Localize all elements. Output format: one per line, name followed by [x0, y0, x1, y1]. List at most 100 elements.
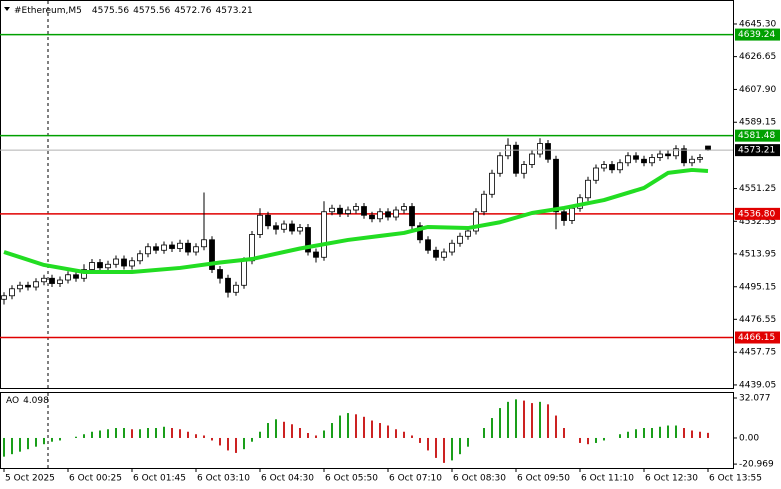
- candle-body: [225, 277, 231, 293]
- candle-body: [177, 242, 183, 249]
- candle-body: [9, 288, 15, 297]
- candle-body: [537, 143, 543, 155]
- candle-body: [689, 158, 695, 164]
- y-tick-label: 4645.30: [739, 19, 776, 29]
- candle-body: [105, 263, 111, 269]
- candle-body: [553, 158, 559, 213]
- ao-tick-label: 32.077: [739, 394, 771, 404]
- ao-tick-label: 0.00: [739, 433, 759, 443]
- x-tick-label: 6 Oct 12:30: [645, 474, 698, 484]
- candle-body: [385, 211, 391, 218]
- candle-body: [705, 145, 711, 151]
- candle-body: [633, 155, 639, 160]
- candle-body: [697, 157, 703, 160]
- candle-body: [561, 211, 567, 221]
- candle-body: [521, 164, 527, 174]
- candle-body: [57, 279, 63, 284]
- candle-body: [73, 274, 79, 279]
- ao-value: 4.098: [23, 396, 49, 406]
- close-value: 4573.21: [216, 6, 253, 16]
- level-tag: [735, 207, 780, 220]
- level-tag: [735, 28, 780, 41]
- candle-body: [369, 214, 375, 220]
- candle-body: [153, 246, 159, 251]
- level-tag: [735, 331, 780, 344]
- candle-body: [665, 153, 671, 157]
- candle-body: [457, 235, 463, 244]
- level-label: 4639.24: [738, 30, 775, 40]
- candle-body: [569, 207, 575, 221]
- level-tag: [735, 129, 780, 142]
- candle-body: [289, 223, 295, 232]
- x-tick-label: 6 Oct 03:10: [197, 474, 250, 484]
- candle-body: [489, 172, 495, 195]
- candle-body: [425, 239, 431, 251]
- plot: 4645.30 4626.65 4607.90 4589.15 4551.25 4532.…: [0, 19, 780, 484]
- y-tick-label: 4589.15: [739, 118, 776, 128]
- candle-body: [1, 295, 7, 300]
- candle-body: [681, 148, 687, 164]
- level-label: 4581.48: [738, 131, 775, 141]
- open-value: 4575.56: [92, 6, 129, 16]
- candle-body: [121, 258, 127, 267]
- candle-body: [97, 262, 103, 269]
- candle-body: [17, 284, 23, 290]
- price-tag: [735, 144, 780, 157]
- candle-body: [257, 214, 263, 235]
- level-label: 4466.15: [738, 333, 775, 343]
- candle-body: [585, 179, 591, 199]
- candle-body: [433, 249, 439, 258]
- level-label: 4536.80: [738, 209, 775, 219]
- candle-body: [137, 253, 143, 262]
- candle-body: [641, 158, 647, 164]
- x-tick-label: 6 Oct 01:45: [133, 474, 186, 484]
- candle-body: [625, 155, 631, 164]
- y-tick-label: 4607.90: [739, 85, 776, 95]
- candle-body: [377, 211, 383, 220]
- candle-body: [657, 153, 663, 158]
- candle-body: [313, 251, 319, 258]
- y-tick-label: 4532.55: [739, 217, 776, 227]
- candle-body: [305, 227, 311, 253]
- candle-body: [169, 244, 175, 249]
- candle-body: [449, 242, 455, 253]
- candle-body: [593, 167, 599, 181]
- y-tick-label: 4457.75: [739, 348, 776, 358]
- x-tick-label: 6 Oct 08:30: [453, 474, 506, 484]
- candle-body: [33, 281, 39, 288]
- candle-body: [417, 225, 423, 241]
- candle-body: [217, 269, 223, 279]
- ao-label: AO 4.098: [6, 396, 49, 406]
- candle-body: [65, 274, 71, 281]
- price-label: 4573.21: [738, 146, 775, 156]
- ao-tick-label: -20.969: [739, 460, 774, 470]
- candle-body: [441, 251, 447, 258]
- candle-body: [617, 162, 623, 171]
- candle-body: [609, 164, 615, 171]
- x-tick-label: 6 Oct 04:30: [261, 474, 314, 484]
- high-value: 4575.56: [133, 6, 170, 16]
- x-tick-label: 6 Oct 13:55: [709, 474, 762, 484]
- candle-body: [113, 258, 119, 265]
- candle-body: [353, 206, 359, 211]
- candle-body: [409, 206, 415, 227]
- candle-body: [649, 157, 655, 164]
- candle-body: [401, 206, 407, 211]
- candle-body: [345, 209, 351, 214]
- candle-body: [473, 211, 479, 232]
- candle-body: [321, 211, 327, 258]
- y-tick-label: 4476.55: [739, 315, 776, 325]
- x-tick-label: 6 Oct 11:10: [581, 474, 634, 484]
- candle-body: [545, 143, 551, 160]
- y-tick-label: 4551.25: [739, 184, 776, 194]
- ao-name: AO: [6, 396, 19, 406]
- menu-triangle: [4, 7, 10, 11]
- candle-body: [233, 284, 239, 293]
- candle-body: [361, 206, 367, 216]
- chart-header: #Ethereum,M5 4575.56 4575.56 4572.76 4573.21: [14, 6, 253, 16]
- candle-body: [145, 246, 151, 255]
- candle-body: [273, 225, 279, 230]
